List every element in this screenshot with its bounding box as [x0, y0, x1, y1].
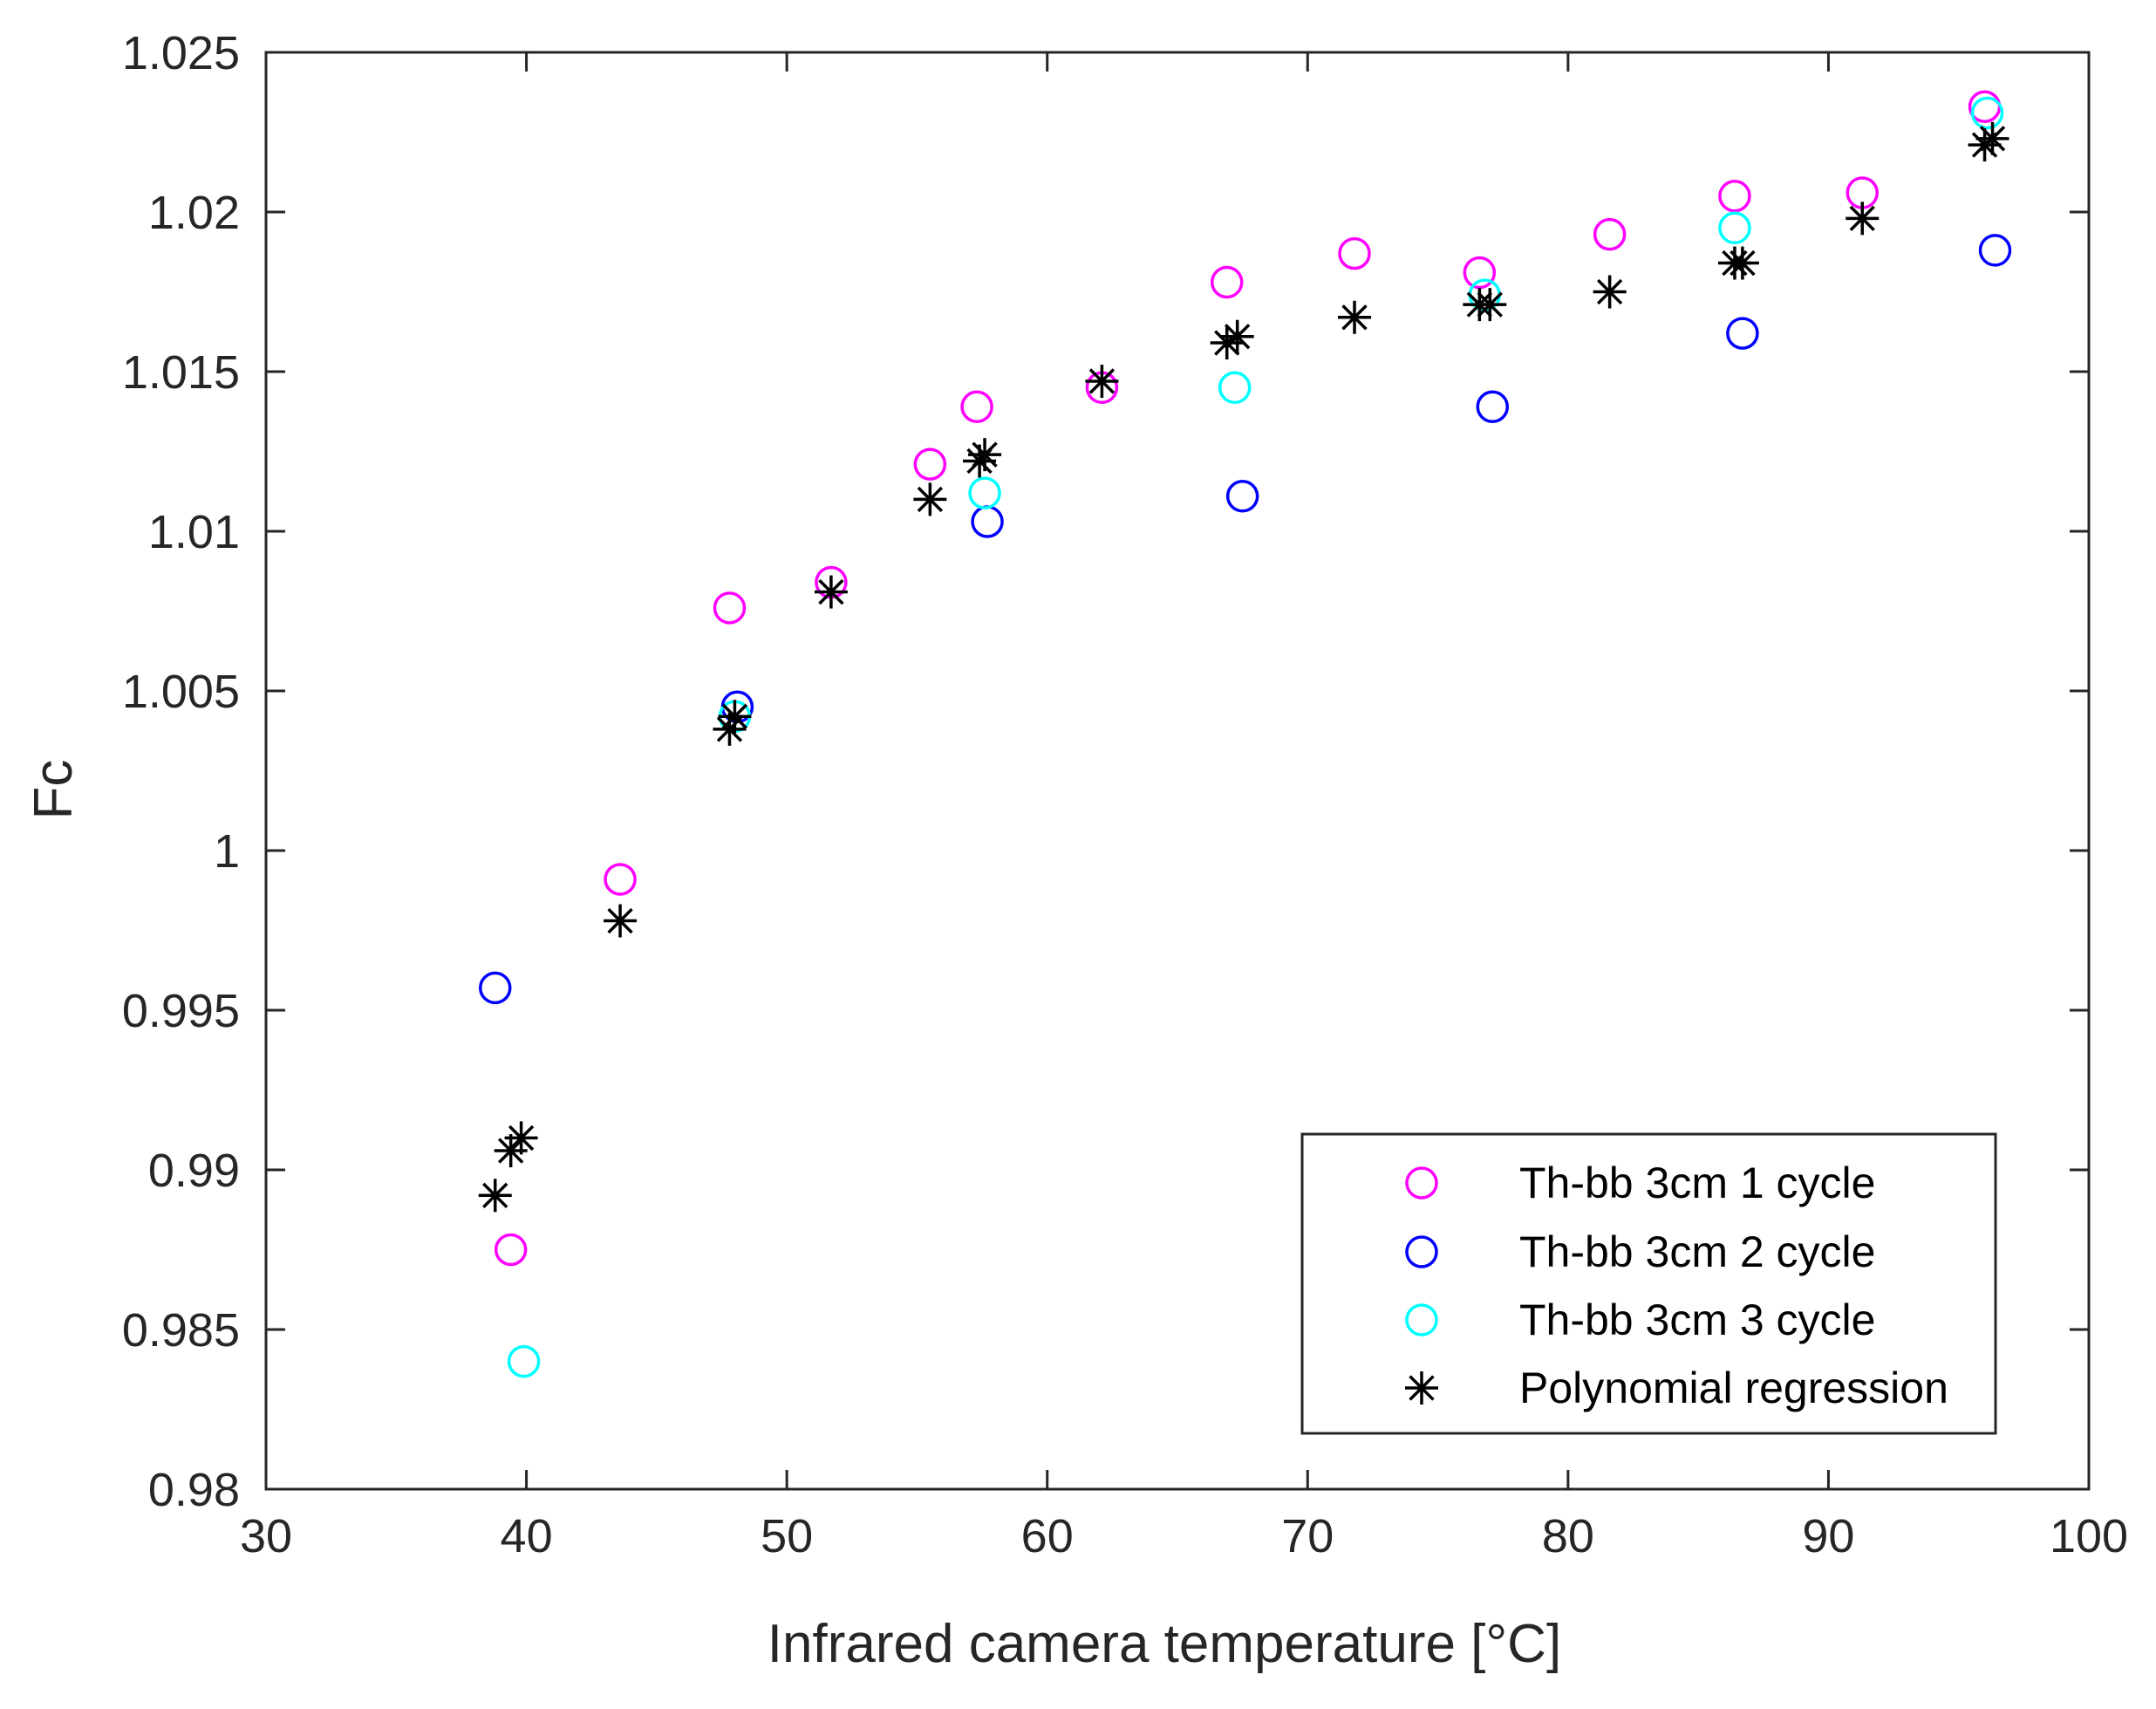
data-point [1225, 479, 1259, 513]
series-1 [494, 90, 2002, 1267]
plot-frame [264, 51, 2091, 1491]
data-point [1593, 275, 1627, 309]
data-point [1476, 390, 1510, 424]
y-tick-label: 1.02 [148, 187, 240, 239]
y-tick-label: 0.995 [122, 985, 240, 1037]
data-point [478, 971, 512, 1005]
x-axis-title: Infrared camera temperature [°C] [768, 1614, 1561, 1674]
axes: 30 40 50 60 70 80 90 100 0.98 0.985 0.99 0.995 1 1.00… [122, 27, 2128, 1562]
data-point [1210, 265, 1244, 299]
data-point [968, 438, 1002, 472]
data-point [1473, 288, 1507, 322]
data-point [478, 1179, 512, 1213]
legend-label: Th-bb 3cm 1 cycle [1519, 1159, 1875, 1207]
data-point [968, 476, 1001, 509]
y-tick-label: 0.99 [148, 1145, 240, 1197]
data-point [1846, 202, 1880, 236]
x-tick-label: 90 [1802, 1510, 1854, 1562]
data-point [713, 712, 747, 746]
legend-marker [1405, 1303, 1438, 1336]
legend-marker [1405, 1166, 1438, 1200]
y-tick-label: 1.025 [122, 27, 240, 79]
data-point [1218, 371, 1252, 405]
legend-label: Polynomial regression [1519, 1364, 1948, 1412]
data-point [1220, 319, 1254, 353]
x-tick-label: 60 [1021, 1510, 1074, 1562]
data-point [1338, 300, 1372, 334]
data-point [604, 863, 637, 896]
data-point [1085, 364, 1119, 398]
data-point [814, 575, 848, 609]
data-point [494, 1233, 528, 1267]
y-tick-label: 0.98 [148, 1464, 240, 1516]
data-point [718, 700, 752, 734]
legend-label: Th-bb 3cm 3 cycle [1519, 1295, 1875, 1344]
data-points [478, 90, 2012, 1378]
x-tick-label: 30 [240, 1510, 292, 1562]
legend-label: Th-bb 3cm 2 cycle [1519, 1227, 1875, 1276]
data-point [1725, 246, 1759, 280]
y-tick-label: 0.985 [122, 1304, 240, 1357]
data-point [1975, 121, 2009, 155]
x-tick-label: 40 [501, 1510, 553, 1562]
data-point [1718, 179, 1751, 213]
data-point [913, 482, 947, 516]
data-point [1593, 217, 1627, 251]
x-tick-label: 50 [761, 1510, 813, 1562]
data-point [1718, 211, 1751, 245]
y-tick-label: 1.005 [122, 666, 240, 718]
x-tick-label: 70 [1281, 1510, 1334, 1562]
data-point [713, 591, 747, 625]
legend: Th-bb 3cm 1 cycle Th-bb 3cm 2 cycle Th-bb … [1300, 1132, 1997, 1435]
data-point [1338, 236, 1371, 270]
y-tick-label: 1.015 [122, 346, 240, 399]
legend-marker [1405, 1371, 1438, 1405]
data-point [507, 1344, 541, 1378]
data-point [960, 390, 993, 424]
legend-marker [1405, 1235, 1438, 1268]
y-tick-label: 1 [214, 825, 240, 878]
data-point [1726, 317, 1759, 350]
data-point [604, 904, 638, 938]
x-tick-label: 80 [1542, 1510, 1594, 1562]
data-point [504, 1121, 538, 1155]
data-point [1978, 234, 2012, 267]
data-point [913, 448, 947, 481]
data-point [494, 1134, 528, 1168]
y-tick-label: 1.01 [148, 506, 240, 558]
x-tick-label: 100 [2050, 1510, 2128, 1562]
data-point [1463, 256, 1497, 290]
series-4 [478, 121, 2009, 1213]
data-point [1970, 96, 2004, 130]
y-axis-title: Fc [24, 760, 84, 820]
